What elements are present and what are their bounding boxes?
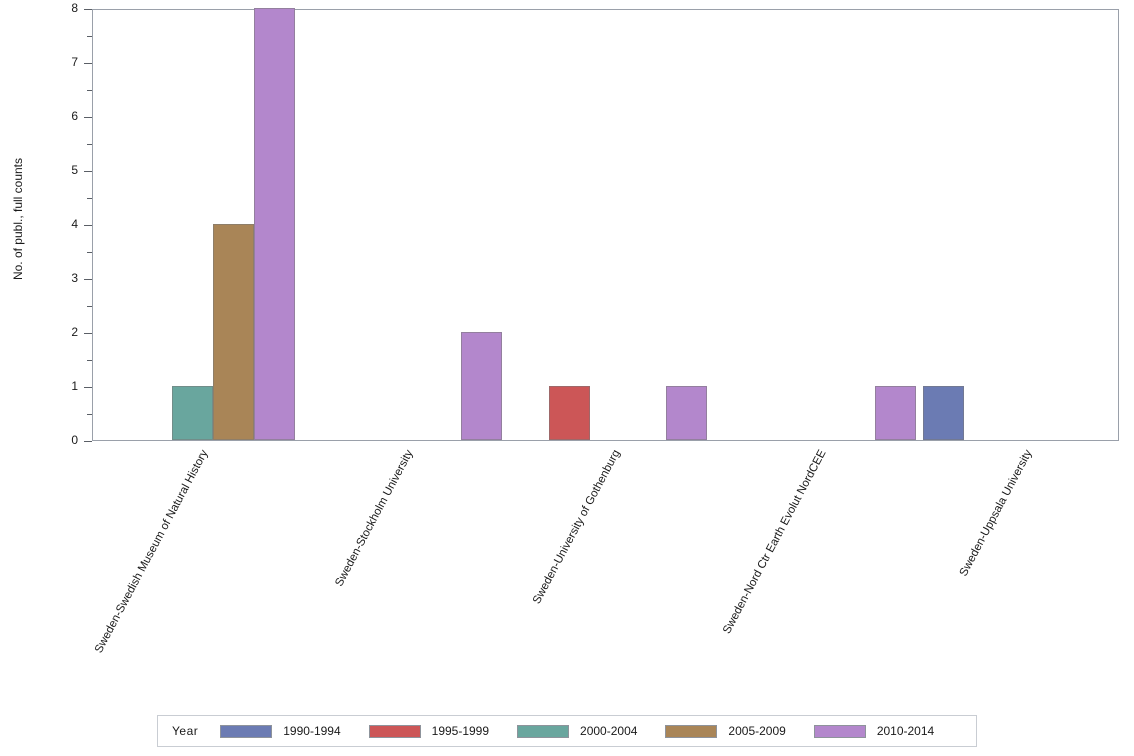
legend-entry-list: 1990-1994 1995-1999 2000-2004 2005-2009 2010… [220, 724, 962, 738]
y-tick-label: 6 [71, 109, 78, 123]
bar[interactable] [172, 386, 213, 440]
y-tick-label: 2 [71, 325, 78, 339]
y-tick-label: 4 [71, 217, 78, 231]
bar[interactable] [666, 386, 707, 440]
legend-label: 2000-2004 [580, 724, 638, 738]
legend-entry-1995-1999[interactable]: 1995-1999 [368, 724, 490, 738]
bar[interactable] [549, 386, 590, 440]
y-minor-tick-mark [87, 306, 92, 307]
plot-area [92, 8, 1119, 441]
legend-label: 2010-2014 [876, 724, 935, 738]
y-minor-tick-mark [87, 36, 92, 37]
y-minor-tick-mark [87, 144, 92, 145]
legend-swatch [813, 724, 866, 738]
y-tick-label: 3 [71, 271, 78, 285]
y-tick-mark [84, 171, 92, 172]
legend-entry-1990-1994[interactable]: 1990-1994 [220, 724, 341, 738]
x-tick-label: Sweden-University of Gothenburg [530, 448, 623, 607]
x-tick-label: Sweden-Stockholm University [333, 448, 416, 589]
y-tick-label: 5 [71, 163, 78, 177]
y-tick-label: 1 [71, 379, 78, 393]
legend-label: 1990-1994 [283, 724, 341, 738]
legend-label: 2005-2009 [728, 724, 786, 738]
bar[interactable] [213, 224, 254, 440]
bar[interactable] [461, 332, 502, 440]
bar[interactable] [875, 386, 916, 440]
y-tick-mark [84, 9, 92, 10]
y-tick-mark [84, 117, 92, 118]
y-tick-mark [84, 63, 92, 64]
legend-entry-2005-2009[interactable]: 2005-2009 [665, 724, 786, 738]
legend-swatch [220, 724, 273, 738]
y-tick-mark [84, 225, 92, 226]
y-tick-mark [84, 279, 92, 280]
y-minor-tick-mark [87, 360, 92, 361]
bar[interactable] [923, 386, 964, 440]
legend-entry-2010-2014[interactable]: 2010-2014 [813, 724, 935, 738]
legend-swatch [368, 724, 421, 738]
x-tick-label: Sweden-Swedish Museum of Natural History [92, 448, 211, 656]
y-tick-mark [84, 441, 92, 442]
y-minor-tick-mark [87, 252, 92, 253]
y-minor-tick-mark [87, 198, 92, 199]
y-tick-label: 0 [71, 433, 78, 447]
y-minor-tick-mark [87, 90, 92, 91]
bar[interactable] [254, 8, 295, 440]
legend-entry-2000-2004[interactable]: 2000-2004 [517, 724, 637, 738]
legend-swatch [517, 724, 570, 738]
y-tick-mark [84, 387, 92, 388]
x-tick-label: Sweden-Uppsala University [957, 448, 1035, 579]
y-tick-label: 8 [71, 1, 78, 15]
y-axis-title: No. of publ., full counts [11, 157, 25, 281]
y-tick-label: 7 [71, 55, 78, 69]
legend-title: Year [172, 724, 199, 738]
y-tick-mark [84, 333, 92, 334]
chart-legend: Year 1990-1994 1995-1999 2000-2004 2005-200… [157, 715, 977, 747]
legend-swatch [665, 724, 718, 738]
x-tick-label: Sweden-Nord Ctr Earth Evolut NordCEE [721, 448, 829, 636]
legend-label: 1995-1999 [431, 724, 490, 738]
y-minor-tick-mark [87, 414, 92, 415]
